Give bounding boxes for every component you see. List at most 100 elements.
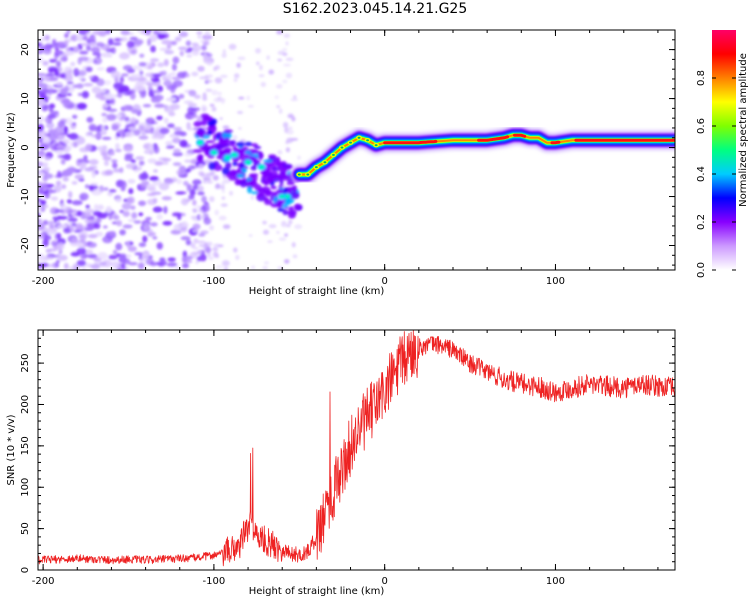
cluster-blob xyxy=(212,133,218,141)
noise-blob xyxy=(143,149,155,155)
noise-blob xyxy=(103,187,109,191)
noise-blob xyxy=(136,64,142,72)
y-tick-label: -10 xyxy=(20,188,31,204)
noise-blob xyxy=(156,213,163,220)
noise-blob xyxy=(176,169,187,176)
noise-blob xyxy=(197,35,201,39)
noise-blob xyxy=(101,112,107,117)
noise-blob xyxy=(121,262,126,270)
noise-blob xyxy=(147,158,157,164)
ridge-node xyxy=(357,136,361,139)
noise-blob xyxy=(129,92,136,100)
noise-blob xyxy=(144,31,151,36)
noise-blob xyxy=(171,137,182,144)
cluster-blob xyxy=(213,164,223,171)
cluster-blob xyxy=(279,167,288,174)
noise-blob xyxy=(162,220,173,226)
noise-blob xyxy=(70,61,76,67)
noise-blob xyxy=(198,249,202,254)
noise-blob xyxy=(280,221,288,228)
noise-blob xyxy=(128,126,137,131)
noise-blob xyxy=(75,83,84,89)
noise-blob xyxy=(150,222,158,227)
noise-blob xyxy=(41,104,48,112)
noise-blob xyxy=(142,104,152,108)
snr-y-label: SNR (10 * v/v) xyxy=(6,414,17,485)
noise-blob xyxy=(120,30,130,36)
cluster-blob xyxy=(244,141,253,147)
noise-blob xyxy=(268,224,277,229)
noise-blob xyxy=(109,230,116,236)
noise-blob xyxy=(50,196,59,201)
noise-blob xyxy=(68,132,79,141)
noise-blob xyxy=(233,78,238,82)
noise-blob xyxy=(180,221,187,229)
noise-blob xyxy=(288,126,293,130)
noise-blob xyxy=(274,95,279,99)
noise-blob xyxy=(110,46,116,54)
noise-blob xyxy=(117,91,123,98)
noise-blob xyxy=(79,30,91,34)
noise-blob xyxy=(55,125,64,133)
noise-blob xyxy=(195,260,199,265)
noise-blob xyxy=(235,254,240,260)
noise-blob xyxy=(96,78,105,87)
noise-blob xyxy=(233,73,240,79)
noise-blob xyxy=(84,227,94,231)
y-tick-label: 150 xyxy=(20,436,31,455)
noise-blob xyxy=(60,97,71,105)
noise-blob xyxy=(172,56,180,64)
noise-blob xyxy=(111,124,119,131)
noise-blob xyxy=(247,105,254,108)
noise-blob xyxy=(200,230,209,235)
noise-blob xyxy=(173,148,181,154)
noise-blob xyxy=(232,134,238,141)
noise-blob xyxy=(51,38,57,45)
noise-blob xyxy=(182,263,189,269)
x-tick-label: 100 xyxy=(546,576,565,587)
cluster-blob xyxy=(197,154,203,163)
noise-blob xyxy=(223,178,231,184)
cluster-blob xyxy=(248,179,257,185)
noise-blob xyxy=(38,99,46,107)
noise-blob xyxy=(64,47,71,52)
noise-blob xyxy=(228,43,237,50)
noise-blob xyxy=(144,80,152,85)
noise-blob xyxy=(191,42,199,46)
noise-blob xyxy=(49,225,55,229)
noise-blob xyxy=(276,84,283,89)
cluster-blob xyxy=(253,161,261,167)
noise-blob xyxy=(186,183,193,190)
noise-blob xyxy=(120,134,125,139)
noise-blob xyxy=(237,56,246,61)
noise-blob xyxy=(55,60,61,68)
noise-blob xyxy=(124,131,135,138)
noise-blob xyxy=(95,42,105,47)
noise-blob xyxy=(71,122,77,126)
noise-blob xyxy=(165,141,173,146)
ridge-node xyxy=(306,173,310,176)
noise-blob xyxy=(267,240,273,243)
noise-blob xyxy=(86,116,94,123)
noise-blob xyxy=(196,117,202,121)
cluster-blob xyxy=(282,209,289,216)
noise-blob xyxy=(170,229,182,235)
noise-blob xyxy=(187,165,195,171)
noise-blob xyxy=(59,56,68,62)
noise-blob xyxy=(63,262,69,270)
noise-blob xyxy=(293,95,297,99)
noise-blob xyxy=(145,216,152,221)
noise-blob xyxy=(152,73,162,78)
cluster-blob xyxy=(286,181,295,186)
noise-blob xyxy=(197,65,205,72)
noise-blob xyxy=(113,214,120,221)
noise-blob xyxy=(284,259,290,264)
noise-blob xyxy=(123,145,134,152)
noise-blob xyxy=(76,260,87,267)
noise-blob xyxy=(190,215,198,220)
noise-blob xyxy=(47,248,58,252)
noise-blob xyxy=(169,72,177,76)
noise-blob xyxy=(85,212,91,218)
noise-blob xyxy=(175,266,181,270)
noise-blob xyxy=(120,36,129,42)
